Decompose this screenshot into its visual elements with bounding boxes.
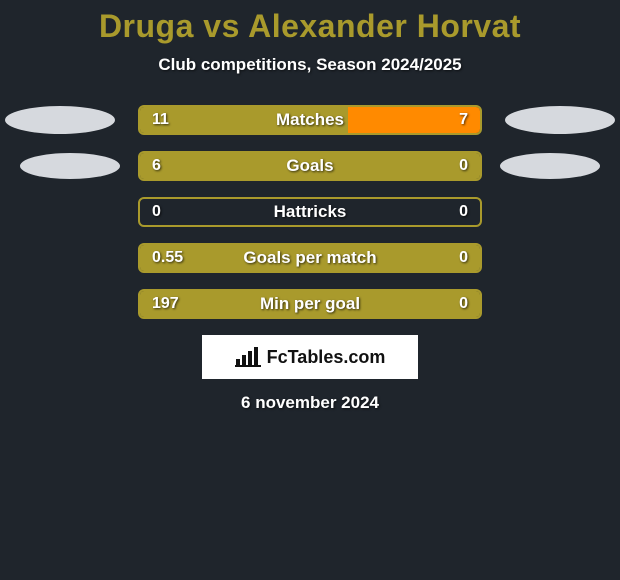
bar-segment-left <box>140 291 480 317</box>
stat-value-right: 7 <box>459 111 468 129</box>
stat-value-left: 0.55 <box>152 249 183 267</box>
stat-value-left: 197 <box>152 295 179 313</box>
bar-segment-left <box>140 245 480 271</box>
stat-value-right: 0 <box>459 295 468 313</box>
stat-row: 1970Min per goal <box>0 289 620 319</box>
stat-value-left: 11 <box>152 111 169 129</box>
page-title: Druga vs Alexander Horvat <box>0 8 620 45</box>
source-logo: FcTables.com <box>202 335 418 379</box>
stat-bar: 0.550Goals per match <box>138 243 482 273</box>
bar-segment-left <box>140 153 480 179</box>
stat-value-right: 0 <box>459 249 468 267</box>
player-left-avatar <box>20 153 120 179</box>
stat-row: 0.550Goals per match <box>0 243 620 273</box>
stat-value-right: 0 <box>459 157 468 175</box>
stat-value-right: 0 <box>459 203 468 221</box>
stat-bar: 60Goals <box>138 151 482 181</box>
stat-row: 0 0Hattricks <box>0 197 620 227</box>
stat-bar: 0 0Hattricks <box>138 197 482 227</box>
chart-area: 117Matches60Goals00Hattricks0.550Goals p… <box>0 105 620 319</box>
stat-bar: 1970Min per goal <box>138 289 482 319</box>
stat-label: Hattricks <box>140 202 480 222</box>
stat-row: 60Goals <box>0 151 620 181</box>
logo-text: FcTables.com <box>267 347 386 368</box>
generated-date: 6 november 2024 <box>0 393 620 413</box>
stat-value-left: 6 <box>152 157 161 175</box>
stat-value-left: 0 <box>152 203 161 221</box>
stat-bar: 117Matches <box>138 105 482 135</box>
player-right-avatar <box>500 153 600 179</box>
comparison-widget: Druga vs Alexander Horvat Club competiti… <box>0 0 620 413</box>
subtitle: Club competitions, Season 2024/2025 <box>0 55 620 75</box>
player-right-avatar <box>505 106 615 134</box>
player-left-avatar <box>5 106 115 134</box>
stat-row: 117Matches <box>0 105 620 135</box>
bar-chart-icon <box>235 347 261 367</box>
bar-segment-left <box>140 107 348 133</box>
